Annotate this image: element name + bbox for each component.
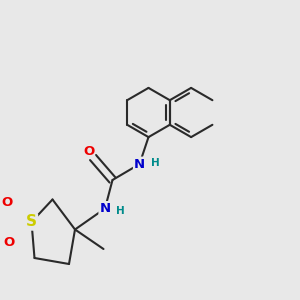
- Text: O: O: [2, 196, 13, 209]
- Text: O: O: [3, 236, 15, 250]
- Text: H: H: [151, 158, 160, 168]
- Text: N: N: [99, 202, 111, 215]
- Text: N: N: [134, 158, 145, 171]
- Text: S: S: [26, 214, 37, 230]
- Text: O: O: [83, 145, 94, 158]
- Text: H: H: [116, 206, 125, 217]
